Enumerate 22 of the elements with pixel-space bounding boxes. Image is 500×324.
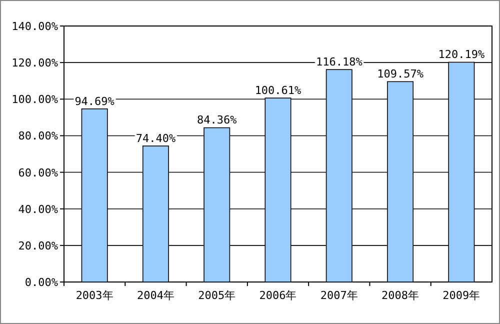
y-tick-label: 100.00% <box>12 93 58 106</box>
data-label: 94.69% <box>74 94 115 108</box>
data-label: 120.19% <box>438 48 485 62</box>
x-tick-label: 2006年 <box>259 289 297 302</box>
data-label: 84.36% <box>196 114 238 127</box>
y-tick-label: 40.00% <box>18 202 58 216</box>
x-tick-label: 2005年 <box>198 289 236 302</box>
x-tick-label: 2003年 <box>76 289 114 302</box>
y-tick-label: 0.00% <box>24 276 58 289</box>
data-label: 74.40% <box>136 132 176 145</box>
data-label: 100.61% <box>254 84 302 98</box>
x-tick-label: 2009年 <box>442 289 480 302</box>
data-label: 116.18% <box>316 56 363 69</box>
y-tick-label: 60.00% <box>18 166 58 180</box>
x-tick-label: 2004年 <box>136 289 174 302</box>
y-tick-label: 80.00% <box>18 130 58 143</box>
y-tick-label: 120.00% <box>12 56 58 70</box>
y-tick-label: 20.00% <box>18 239 58 252</box>
y-tick-label: 140.00% <box>12 20 58 33</box>
x-tick-label: 2008年 <box>382 289 420 302</box>
data-label: 109.57% <box>377 68 424 81</box>
x-tick-label: 2007年 <box>320 289 358 302</box>
